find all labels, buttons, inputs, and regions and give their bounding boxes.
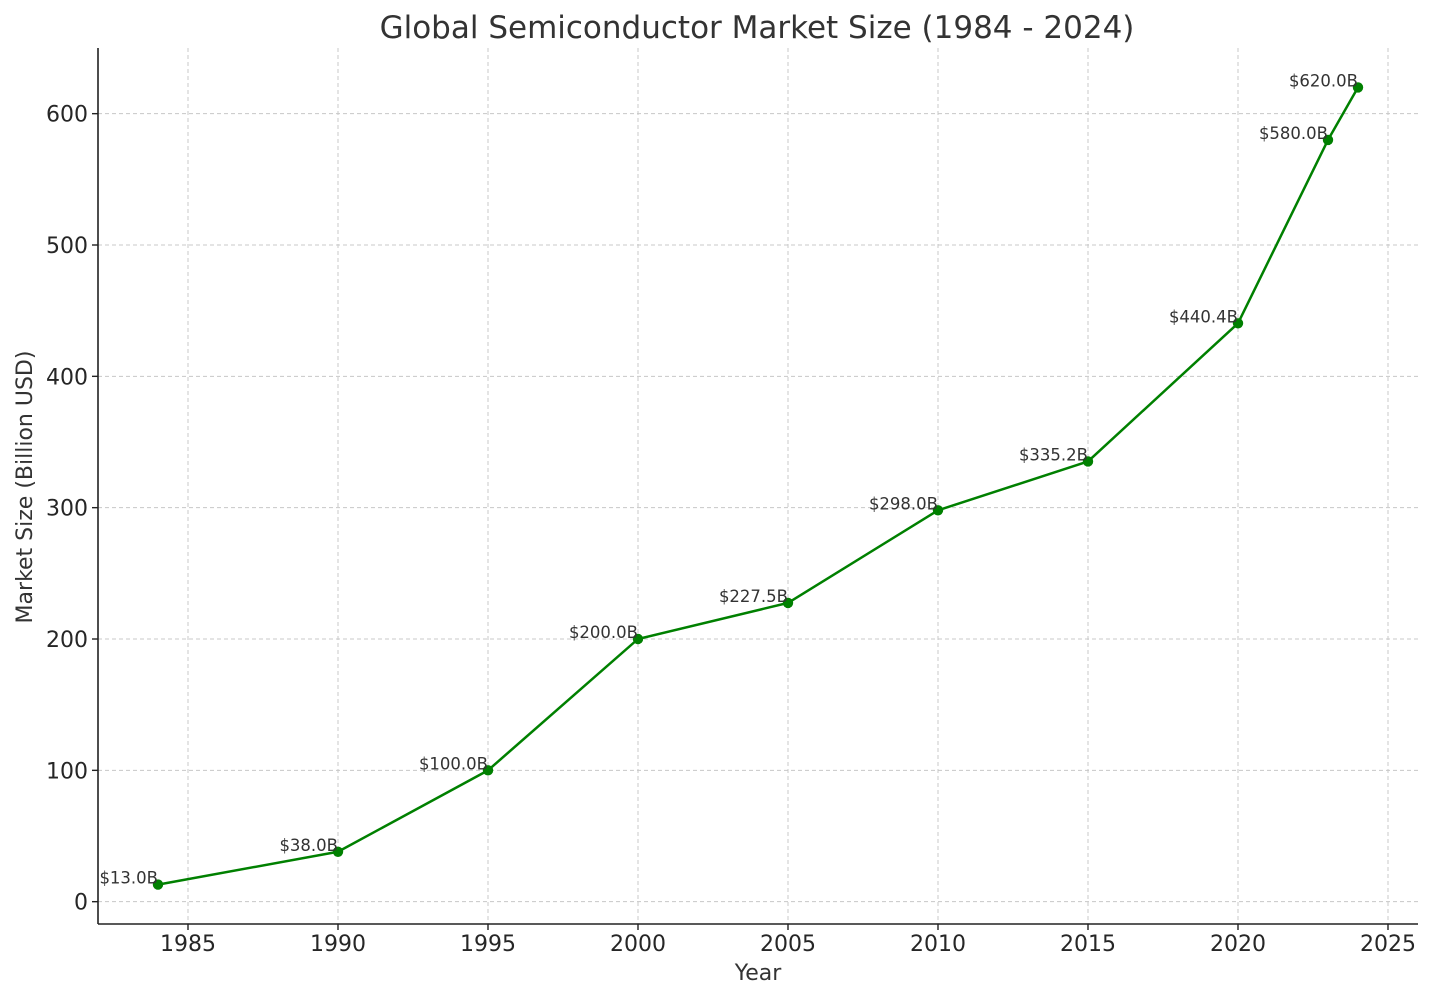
series-line-0 <box>157 86 1360 886</box>
data-point-2020 <box>1232 318 1244 329</box>
x-tick-label: 2015 <box>1060 932 1116 957</box>
data-label-2015: $335.2B <box>1019 445 1088 464</box>
y-axis-title: Market Size (Billion USD) <box>13 351 38 624</box>
x-tick-label: 2000 <box>610 932 666 957</box>
data-point-2010 <box>932 505 944 516</box>
gridlines <box>98 48 1418 924</box>
x-axis-ticks: 1985 1990 1995 2000 2005 2010 2015 2020 2025 <box>160 924 1416 957</box>
x-tick-label: 1995 <box>460 932 516 957</box>
data-label-1990: $38.0B <box>279 836 338 855</box>
x-axis-title: Year <box>734 961 783 986</box>
data-label-2010: $298.0B <box>869 494 938 513</box>
y-tick-label: 600 <box>46 103 88 128</box>
data-labels: $13.0B $38.0B $100.0B $200.0B $227.5B $298.0B… <box>99 71 1358 887</box>
y-axis-ticks: 0 100 200 300 400 500 600 <box>46 103 98 916</box>
x-tick-label: 2010 <box>910 932 966 957</box>
data-label-1984: $13.0B <box>99 869 158 888</box>
data-point-1995 <box>482 765 494 776</box>
data-point-1984 <box>152 879 164 890</box>
series-layer <box>152 82 1364 890</box>
x-tick-label: 1990 <box>310 932 366 957</box>
data-point-2005 <box>782 597 794 609</box>
data-label-1995: $100.0B <box>419 754 488 773</box>
data-label-2020: $440.4B <box>1169 307 1238 326</box>
data-point-2015 <box>1082 456 1094 467</box>
y-tick-label: 0 <box>74 891 88 916</box>
data-label-2000: $200.0B <box>569 623 638 642</box>
data-point-2000 <box>632 633 644 645</box>
x-tick-label: 2020 <box>1210 932 1266 957</box>
data-label-2023: $580.0B <box>1259 124 1328 143</box>
y-tick-label: 300 <box>46 497 88 522</box>
x-tick-label: 1985 <box>160 932 216 957</box>
x-tick-label: 2005 <box>760 932 816 957</box>
y-tick-label: 400 <box>46 365 88 390</box>
chart-title: Global Semiconductor Market Size (1984 -… <box>380 10 1135 46</box>
data-point-1990 <box>332 846 344 857</box>
y-tick-label: 200 <box>46 628 88 653</box>
data-label-2005: $227.5B <box>719 587 788 606</box>
data-point-2023 <box>1322 134 1334 146</box>
data-point-2024 <box>1352 82 1364 93</box>
x-tick-label: 2025 <box>1360 932 1416 957</box>
y-tick-label: 500 <box>46 234 88 259</box>
data-label-2024: $620.0B <box>1289 71 1358 90</box>
y-tick-label: 100 <box>46 759 88 784</box>
